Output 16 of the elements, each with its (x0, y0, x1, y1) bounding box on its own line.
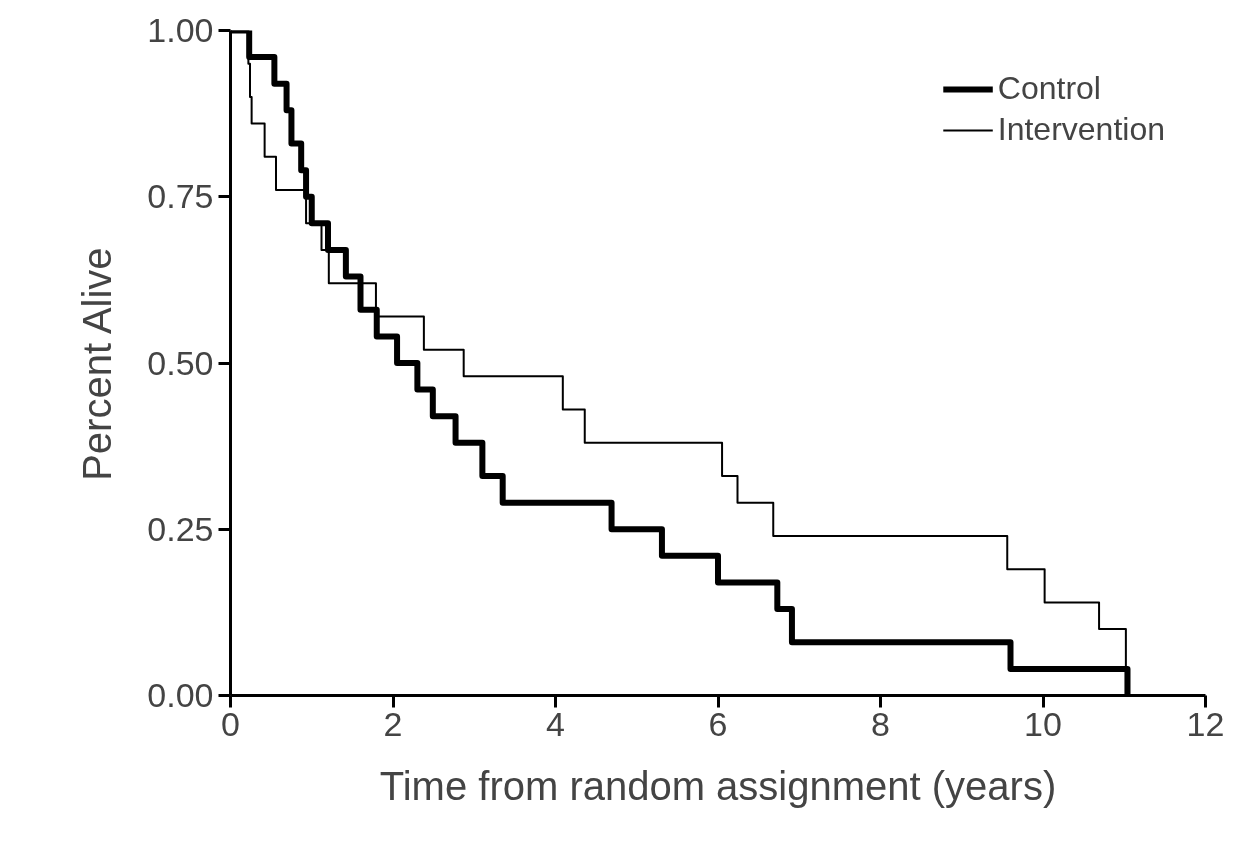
legend-label: Intervention (997, 111, 1165, 148)
x-tick-label: 0 (221, 704, 240, 743)
x-tick-label: 10 (1024, 704, 1062, 743)
x-tick-label: 6 (708, 704, 728, 743)
x-tick-label: 8 (871, 704, 890, 743)
x-axis-title: Time from random assignment (years) (379, 763, 1057, 808)
x-tick-label: 2 (383, 704, 403, 743)
x-tick-label: 4 (546, 704, 565, 743)
x-tick-label: 12 (1186, 704, 1225, 743)
y-tick-label: 1.00 (147, 11, 214, 49)
y-axis-title: Percent Alive (75, 247, 120, 481)
y-tick-label: 0.75 (147, 177, 214, 216)
legend-label: Control (997, 70, 1101, 107)
y-tick-label: 0.50 (147, 343, 214, 382)
y-tick-label: 0.00 (147, 676, 214, 714)
y-tick-label: 0.25 (147, 509, 214, 548)
